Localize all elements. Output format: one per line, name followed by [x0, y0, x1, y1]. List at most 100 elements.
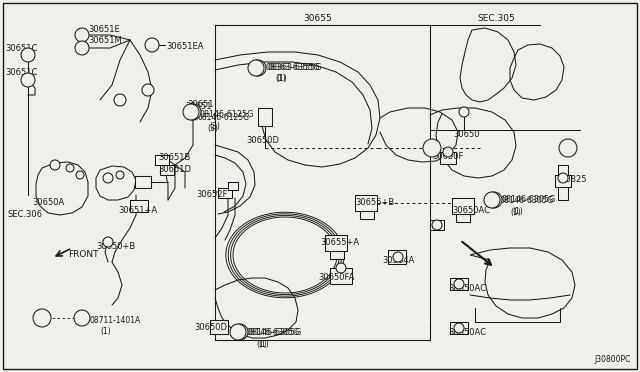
Bar	[135, 176, 151, 188]
Bar	[388, 250, 406, 264]
Text: 08146-6305G: 08146-6305G	[246, 328, 300, 337]
Bar	[210, 320, 228, 334]
Circle shape	[336, 263, 346, 273]
Text: 08711-1401A: 08711-1401A	[90, 316, 141, 325]
Text: SEC.305: SEC.305	[477, 14, 515, 23]
Bar	[160, 165, 174, 175]
Circle shape	[50, 160, 60, 170]
Text: 30650FA: 30650FA	[318, 273, 355, 282]
Text: 30650F: 30650F	[432, 152, 463, 161]
Circle shape	[232, 324, 248, 340]
Circle shape	[454, 323, 464, 333]
Bar	[325, 235, 347, 251]
Text: 30651B: 30651B	[158, 153, 190, 162]
Text: (1): (1)	[256, 340, 267, 349]
Text: B: B	[190, 108, 196, 116]
Circle shape	[66, 164, 74, 172]
Bar	[456, 214, 470, 222]
Text: 30650+B: 30650+B	[96, 242, 135, 251]
Circle shape	[21, 73, 35, 87]
Text: 08146-6125G: 08146-6125G	[199, 110, 253, 119]
Bar	[430, 220, 444, 230]
Text: 30651: 30651	[187, 100, 214, 109]
Circle shape	[74, 310, 90, 326]
Text: 08146-6125G: 08146-6125G	[197, 113, 249, 122]
Circle shape	[559, 139, 577, 157]
Text: 30650D: 30650D	[194, 323, 227, 332]
Circle shape	[142, 84, 154, 96]
Text: B: B	[188, 108, 194, 116]
Circle shape	[75, 41, 89, 55]
Circle shape	[250, 60, 266, 76]
Bar	[555, 175, 571, 187]
Circle shape	[423, 139, 441, 157]
Text: 08146-6305G: 08146-6305G	[500, 196, 554, 205]
Circle shape	[75, 28, 89, 42]
Text: 30650AC: 30650AC	[448, 328, 486, 337]
Text: (1): (1)	[258, 340, 269, 349]
Text: B: B	[489, 196, 495, 205]
Text: A: A	[39, 314, 45, 323]
Text: 08146-6305G: 08146-6305G	[502, 195, 556, 204]
Bar	[330, 268, 352, 284]
Text: 30651: 30651	[185, 102, 211, 111]
Bar	[450, 278, 468, 290]
Circle shape	[454, 279, 464, 289]
Text: J30800PC: J30800PC	[594, 355, 630, 364]
Circle shape	[183, 104, 199, 120]
Circle shape	[185, 104, 201, 120]
Text: S: S	[255, 64, 260, 73]
Circle shape	[76, 171, 84, 179]
Text: 30651+A: 30651+A	[118, 206, 157, 215]
Text: 30655+A: 30655+A	[320, 238, 359, 247]
Text: 30651D: 30651D	[158, 165, 191, 174]
Bar	[258, 108, 272, 126]
Text: 08363-6355G: 08363-6355G	[265, 63, 319, 72]
Circle shape	[114, 94, 126, 106]
Circle shape	[558, 173, 568, 183]
Text: 30650: 30650	[453, 130, 479, 139]
Text: (1): (1)	[512, 207, 523, 216]
Text: 30650AC: 30650AC	[448, 284, 486, 293]
Circle shape	[103, 173, 113, 183]
Text: 30650A: 30650A	[32, 198, 64, 207]
Text: 30825: 30825	[560, 175, 586, 184]
Circle shape	[33, 309, 51, 327]
Text: (1): (1)	[510, 208, 521, 217]
Text: 30651E: 30651E	[88, 25, 120, 34]
Bar	[330, 251, 344, 259]
Text: 30651C: 30651C	[5, 44, 37, 53]
Bar	[360, 211, 374, 219]
Text: 30652F: 30652F	[196, 190, 227, 199]
Bar	[355, 195, 377, 211]
Circle shape	[432, 220, 442, 230]
Bar	[215, 25, 430, 340]
Text: 30651EA: 30651EA	[166, 42, 204, 51]
Bar	[450, 322, 468, 334]
Text: 08146-6305G: 08146-6305G	[248, 328, 302, 337]
Bar	[228, 182, 238, 190]
Circle shape	[248, 60, 264, 76]
Circle shape	[393, 252, 403, 262]
Bar	[218, 188, 232, 198]
Text: B: B	[235, 327, 241, 337]
Circle shape	[484, 192, 500, 208]
Text: B: B	[491, 196, 497, 205]
Text: 30651C: 30651C	[5, 68, 37, 77]
Bar	[130, 200, 148, 212]
Circle shape	[230, 324, 246, 340]
Circle shape	[21, 48, 35, 62]
Circle shape	[145, 38, 159, 52]
Text: FRONT: FRONT	[68, 250, 99, 259]
Bar	[440, 152, 456, 164]
Circle shape	[103, 237, 113, 247]
Text: 30655: 30655	[303, 14, 332, 23]
Text: A: A	[429, 144, 435, 153]
Text: 30364A: 30364A	[382, 256, 414, 265]
Text: B: B	[237, 327, 243, 337]
Text: 30650AC: 30650AC	[452, 206, 490, 215]
Text: 30650D: 30650D	[246, 136, 279, 145]
Bar	[452, 198, 474, 214]
Text: 08363-6355G: 08363-6355G	[267, 63, 321, 72]
Text: S: S	[253, 64, 259, 73]
